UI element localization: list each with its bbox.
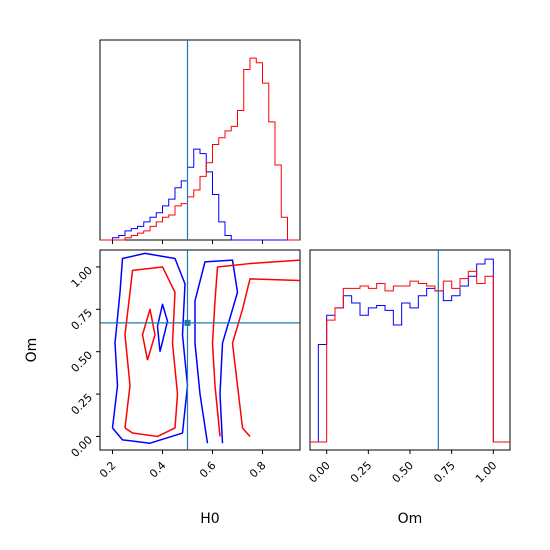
- contour-xtick-label-3: 0.8: [247, 459, 269, 481]
- contour-xtick-label-2: 0.6: [197, 459, 219, 481]
- contour-truth-marker: [184, 319, 191, 326]
- h0-histogram-frame: [99, 39, 301, 241]
- contour-series-1-line-0: [124, 266, 179, 438]
- om-hist-series-1: [310, 270, 510, 443]
- contour-ylabel: Om: [24, 338, 40, 363]
- h0-hist-series-1: [100, 57, 300, 241]
- contour-ytick-label-2: 0.50: [69, 349, 96, 376]
- contour-ytick-label-0: 0.00: [69, 433, 96, 460]
- contour-series-0-line-2: [156, 303, 169, 352]
- contour-ytick-label-1: 0.25: [69, 391, 96, 418]
- om-histogram-panel: 0.00 0.25 0.50 0.75 1.00 Om: [306, 249, 511, 527]
- h0-om-contour-panel: 0.2 0.4 0.6 0.8 0.00 0.25 0.50 0.75 1.00 H0 Om: [24, 249, 301, 527]
- contour-series-1-line-2: [231, 278, 300, 437]
- contour-xtick-label-1: 0.4: [147, 459, 169, 481]
- contour-series-1-line-3: [141, 308, 156, 361]
- om-xtick-label-0: 0.00: [306, 459, 333, 486]
- om-xtick-label-1: 0.25: [348, 459, 375, 486]
- om-xtick-label-3: 0.75: [431, 459, 458, 486]
- om-xtick-label-4: 1.00: [473, 459, 500, 486]
- contour-xlabel: H0: [200, 511, 219, 527]
- contour-series-0-line-0: [111, 252, 189, 444]
- h0-histogram-panel: [99, 39, 301, 244]
- om-xlabel: Om: [398, 511, 423, 527]
- om-xtick-label-2: 0.50: [390, 459, 417, 486]
- om-histogram-frame: [309, 249, 511, 451]
- contour-ytick-label-4: 1.00: [69, 264, 96, 291]
- contour-ytick-label-3: 0.75: [69, 306, 96, 333]
- contour-series-1-line-1: [211, 259, 300, 437]
- contour-xtick-label-0: 0.2: [97, 459, 119, 481]
- contour-series-0-line-1: [194, 259, 239, 444]
